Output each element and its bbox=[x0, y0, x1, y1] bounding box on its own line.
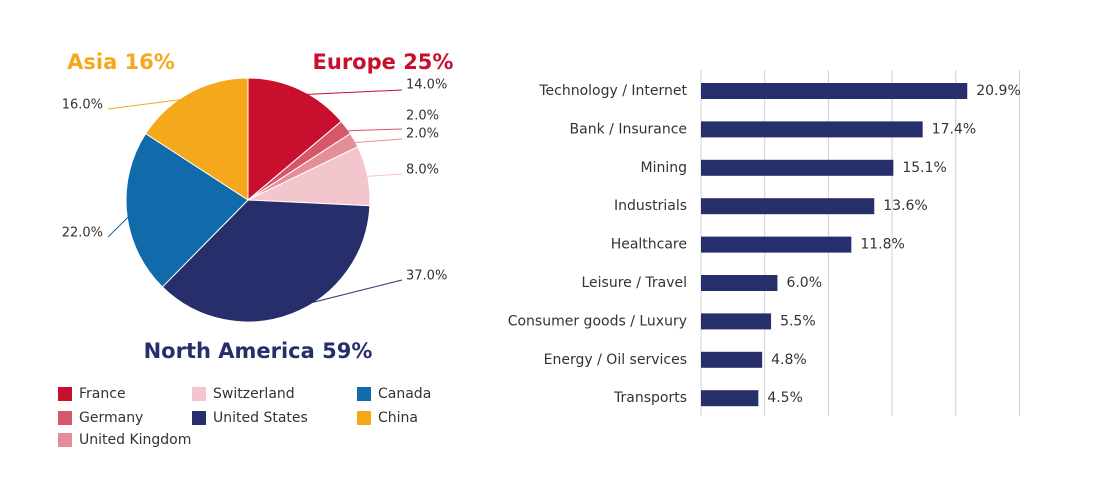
slice-label-united-states: 37.0% bbox=[406, 269, 447, 284]
leader-line-switzerland bbox=[361, 173, 403, 178]
bar-bank-insurance bbox=[701, 121, 923, 138]
legend-label-france: France bbox=[79, 386, 126, 402]
slice-label-united-kingdom: 2.0% bbox=[406, 127, 439, 142]
legend-label-switzerland: Switzerland bbox=[213, 386, 295, 402]
category-label-healthcare: Healthcare bbox=[611, 237, 687, 253]
leader-line-united-states bbox=[290, 279, 403, 309]
category-label-mining: Mining bbox=[641, 160, 688, 176]
slice-label-switzerland: 8.0% bbox=[406, 163, 439, 178]
pie-chart: 14.0% 2.0% 2.0% 8.0% 37.0% 22.0% 16.0% Asia 16%… bbox=[58, 50, 454, 448]
legend-label-united-states: United States bbox=[213, 410, 308, 426]
value-label-energy-oil-services: 4.8% bbox=[771, 352, 807, 368]
value-label-consumer-goods-luxury: 5.5% bbox=[780, 313, 816, 329]
slice-label-france: 14.0% bbox=[406, 78, 447, 93]
bar-technology-internet bbox=[701, 83, 968, 99]
legend-label-united-kingdom: United Kingdom bbox=[79, 432, 191, 448]
value-label-leisure-travel: 6.0% bbox=[786, 275, 822, 291]
pie-slice-china bbox=[144, 77, 249, 201]
legend-swatch-canada bbox=[357, 387, 371, 401]
value-label-healthcare: 11.8% bbox=[860, 237, 904, 253]
slice-label-china: 16.0% bbox=[62, 98, 103, 113]
leader-line-canada bbox=[107, 212, 134, 238]
category-label-consumer-goods-luxury: Consumer goods / Luxury bbox=[508, 313, 687, 329]
bar-healthcare bbox=[701, 236, 852, 253]
pie-slice-france bbox=[247, 77, 343, 202]
legend-swatch-switzerland bbox=[192, 387, 206, 401]
slice-label-canada: 22.0% bbox=[62, 226, 103, 241]
value-label-industrials: 13.6% bbox=[883, 198, 927, 214]
bar-energy-oil-services bbox=[701, 351, 763, 368]
value-label-technology-internet: 20.9% bbox=[976, 83, 1020, 99]
category-label-energy-oil-services: Energy / Oil services bbox=[544, 352, 687, 368]
leader-line-france bbox=[296, 89, 403, 96]
category-label-leisure-travel: Leisure / Travel bbox=[581, 275, 687, 291]
legend-swatch-france bbox=[58, 387, 72, 401]
pie-slice-canada bbox=[125, 132, 249, 288]
legend-label-canada: Canada bbox=[378, 386, 431, 402]
region-label-europe-25: Europe 25% bbox=[313, 50, 454, 74]
leader-line-china bbox=[107, 97, 193, 110]
bar-leisure-travel bbox=[701, 275, 778, 291]
region-label-asia-16: Asia 16% bbox=[67, 50, 175, 74]
bar-transports bbox=[701, 390, 759, 407]
legend-swatch-united-states bbox=[192, 411, 206, 425]
legend-label-germany: Germany bbox=[79, 410, 143, 426]
leader-line-united-kingdom bbox=[349, 138, 403, 144]
slice-label-germany: 2.0% bbox=[406, 109, 439, 124]
region-label-north-america-59: North America 59% bbox=[144, 339, 373, 363]
legend-swatch-united-kingdom bbox=[58, 433, 72, 447]
bar-consumer-goods-luxury bbox=[701, 313, 772, 330]
legend-label-china: China bbox=[378, 410, 418, 426]
bar-chart: Technology / Internet 20.9% Bank / Insuran… bbox=[508, 70, 1021, 416]
leader-line-germany bbox=[341, 128, 403, 132]
pie-slice-united-states bbox=[161, 199, 371, 323]
bar-industrials bbox=[701, 198, 875, 215]
legend-swatch-china bbox=[357, 411, 371, 425]
value-label-transports: 4.5% bbox=[767, 390, 803, 406]
value-label-mining: 15.1% bbox=[902, 160, 946, 176]
category-label-industrials: Industrials bbox=[614, 198, 687, 214]
value-label-bank-insurance: 17.4% bbox=[932, 121, 976, 137]
legend-swatch-germany bbox=[58, 411, 72, 425]
category-label-technology-internet: Technology / Internet bbox=[538, 83, 687, 99]
bar-mining bbox=[701, 159, 894, 176]
category-label-transports: Transports bbox=[613, 390, 687, 406]
category-label-bank-insurance: Bank / Insurance bbox=[570, 121, 687, 137]
